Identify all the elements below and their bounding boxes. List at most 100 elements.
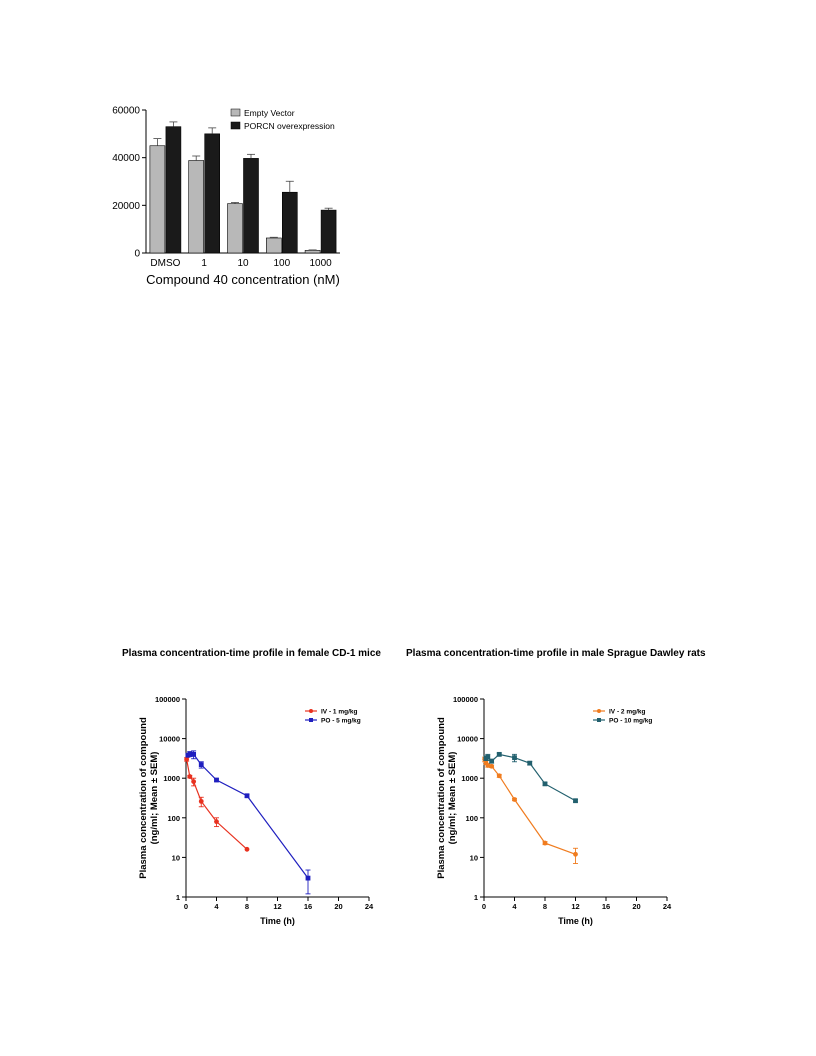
y-tick-label: 10 xyxy=(470,853,478,862)
data-point xyxy=(512,755,517,761)
y-tick-label: 1 xyxy=(474,893,478,902)
data-point xyxy=(305,875,311,881)
data-point xyxy=(489,758,495,764)
x-tick-label: 24 xyxy=(365,902,374,911)
series-line xyxy=(187,753,309,879)
series-line xyxy=(484,759,576,855)
data-point xyxy=(542,781,548,787)
x-tick-label: 20 xyxy=(632,902,640,911)
bar-porcn-overexpression xyxy=(243,158,259,254)
legend-marker xyxy=(309,718,313,722)
bar-empty-vector xyxy=(188,160,204,254)
y-tick-label: 40000 xyxy=(112,153,140,164)
y-tick-label: 100000 xyxy=(453,695,478,704)
legend-label: Empty Vector xyxy=(244,108,295,118)
bar-empty-vector xyxy=(304,250,321,254)
rats-pk-chart: 1 10 100 1000 10000 100000 0 4 8 12 16 20 24 Time (h)… xyxy=(436,695,672,926)
x-tick-label: 8 xyxy=(543,902,547,911)
bar-porcn-overexpression xyxy=(320,209,337,254)
y-tick-label: 1 xyxy=(176,893,180,902)
x-tick-label: 10 xyxy=(237,258,249,269)
data-point xyxy=(184,756,190,762)
data-point xyxy=(244,846,250,852)
mice-chart-title: Plasma concentration-time profile in fem… xyxy=(122,648,381,659)
x-tick-label: 24 xyxy=(663,902,672,911)
data-point xyxy=(485,763,491,768)
legend-swatch-empty-vector xyxy=(230,108,241,117)
data-point xyxy=(187,751,193,757)
bar-chart-figure: 0 20000 40000 60000 DMSO 1 10 100 1000 Compound 4… xyxy=(100,98,360,298)
x-tick-label: DMSO xyxy=(150,258,180,269)
x-tick-label: 100 xyxy=(273,258,290,269)
data-point xyxy=(244,793,250,799)
x-tick-label: 4 xyxy=(214,902,219,911)
bar-porcn-overexpression xyxy=(165,126,182,254)
x-tick-label: 20 xyxy=(334,902,342,911)
bar-empty-vector xyxy=(266,237,282,254)
legend-marker xyxy=(597,709,601,713)
legend-label: PO - 5 mg/kg xyxy=(321,718,361,725)
bar-chart: 0 20000 40000 60000 DMSO 1 10 100 1000 Compound 4… xyxy=(112,106,340,287)
legend-marker xyxy=(309,709,313,713)
data-point xyxy=(573,798,578,804)
rats-chart-title: Plasma concentration-time profile in mal… xyxy=(406,648,706,659)
bar-porcn-overexpression xyxy=(282,191,298,254)
y-tick-label: 100000 xyxy=(155,695,180,704)
y-axis-label-line1: Plasma concentration of compound xyxy=(138,717,149,879)
data-point xyxy=(542,840,548,846)
legend-label: PORCN overexpression xyxy=(244,121,335,131)
series-line xyxy=(186,759,248,850)
y-tick-label: 10000 xyxy=(159,735,180,744)
data-point xyxy=(198,798,204,804)
y-tick-label: 0 xyxy=(134,249,140,260)
y-tick-label: 10 xyxy=(172,853,180,862)
legend-label: PO - 10 mg/kg xyxy=(609,718,652,725)
x-tick-label: 12 xyxy=(571,902,579,911)
x-tick-label: 1 xyxy=(201,258,207,269)
data-point xyxy=(489,763,495,769)
y-tick-label: 100 xyxy=(167,814,180,823)
mice-pk-chart: 1 10 100 1000 10000 100000 0 4 8 12 16 20 24 Time (h)… xyxy=(138,695,374,926)
x-axis-label: Time (h) xyxy=(260,916,295,926)
y-tick-label: 1000 xyxy=(461,774,478,783)
data-point xyxy=(485,754,491,760)
x-tick-label: 0 xyxy=(482,902,486,911)
y-tick-label: 1000 xyxy=(163,774,180,783)
mice-pk-figure: Plasma concentration-time profile in fem… xyxy=(118,648,398,938)
data-point xyxy=(191,751,197,757)
x-axis-label: Compound 40 concentration (nM) xyxy=(146,272,340,287)
data-point xyxy=(527,760,533,766)
data-point xyxy=(496,773,502,779)
data-point xyxy=(573,851,578,857)
x-tick-label: 0 xyxy=(184,902,188,911)
data-point xyxy=(496,751,502,757)
y-axis-label-line2: (ng/ml; Mean ± SEM) xyxy=(149,752,160,845)
x-tick-label: 4 xyxy=(512,902,517,911)
data-point xyxy=(214,819,219,825)
legend-swatch-porcn xyxy=(230,121,241,130)
x-tick-label: 8 xyxy=(245,902,249,911)
y-axis-label-line1: Plasma concentration of compound xyxy=(436,717,447,879)
legend-label: IV - 1 mg/kg xyxy=(321,709,358,716)
bar-empty-vector xyxy=(149,145,166,254)
legend-marker xyxy=(597,718,601,722)
y-tick-label: 60000 xyxy=(112,106,140,117)
data-point xyxy=(214,777,219,783)
y-axis-label: Plasma concentration of compound(ng/ml; … xyxy=(436,717,458,879)
data-point xyxy=(198,762,204,768)
y-tick-label: 10000 xyxy=(457,735,478,744)
y-axis-label: Plasma concentration of compound(ng/ml; … xyxy=(138,717,160,879)
data-point xyxy=(512,797,517,802)
x-tick-label: 16 xyxy=(602,902,610,911)
rats-pk-figure: Plasma concentration-time profile in mal… xyxy=(400,648,720,938)
y-axis-label-line2: (ng/ml; Mean ± SEM) xyxy=(447,752,458,845)
data-point xyxy=(187,774,193,779)
legend-label: IV - 2 mg/kg xyxy=(609,709,646,716)
x-axis-label: Time (h) xyxy=(558,916,593,926)
x-tick-label: 12 xyxy=(273,902,281,911)
bar-porcn-overexpression xyxy=(204,133,220,254)
data-point xyxy=(191,779,197,785)
bar-empty-vector xyxy=(227,203,243,254)
x-tick-label: 16 xyxy=(304,902,312,911)
y-tick-label: 100 xyxy=(465,814,478,823)
